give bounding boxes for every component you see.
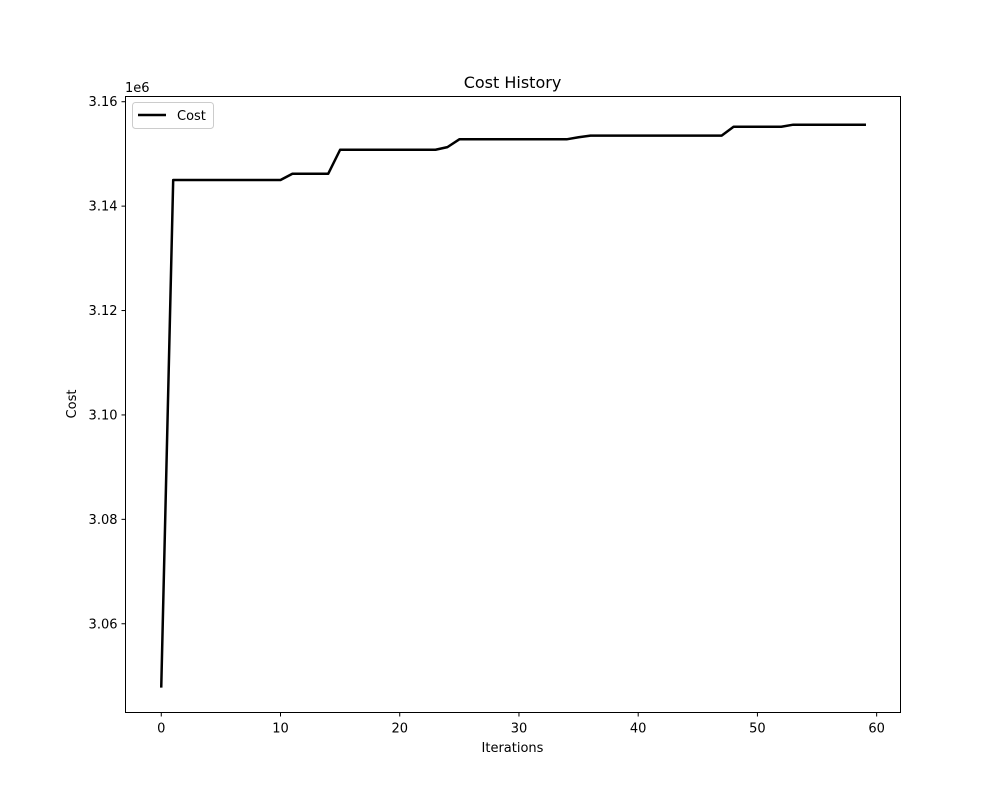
y-axis-ticks: 3.06 3.08 3.10 3.12 3.14 3.16 (89, 95, 126, 632)
x-tick-label: 60 (868, 722, 885, 737)
plot-series-group (159, 123, 866, 688)
x-tick-label: 30 (511, 722, 528, 737)
y-tick-label: 3.16 (89, 95, 118, 110)
legend-label: Cost (177, 109, 206, 124)
y-tick-label: 3.10 (89, 408, 118, 423)
y-tick-label: 3.12 (89, 304, 118, 319)
legend: Cost (132, 102, 214, 129)
x-tick-label: 50 (749, 722, 766, 737)
y-axis-offset-label: 1e6 (125, 81, 150, 96)
y-tick-label: 3.06 (89, 617, 118, 632)
x-tick-label: 0 (157, 722, 165, 737)
x-axis-label: Iterations (482, 741, 544, 756)
legend-box (132, 102, 214, 129)
x-tick-label: 20 (391, 722, 408, 737)
series-line-cost (159, 123, 866, 688)
x-tick-label: 40 (630, 722, 647, 737)
chart-title: Cost History (464, 73, 562, 92)
y-tick-label: 3.14 (89, 200, 118, 215)
y-tick-label: 3.08 (89, 513, 118, 528)
x-tick-label: 10 (272, 722, 289, 737)
plot-frame (125, 96, 901, 713)
x-axis-ticks: 0 10 20 30 40 50 60 (157, 712, 885, 737)
y-axis-label: Cost (65, 390, 80, 419)
